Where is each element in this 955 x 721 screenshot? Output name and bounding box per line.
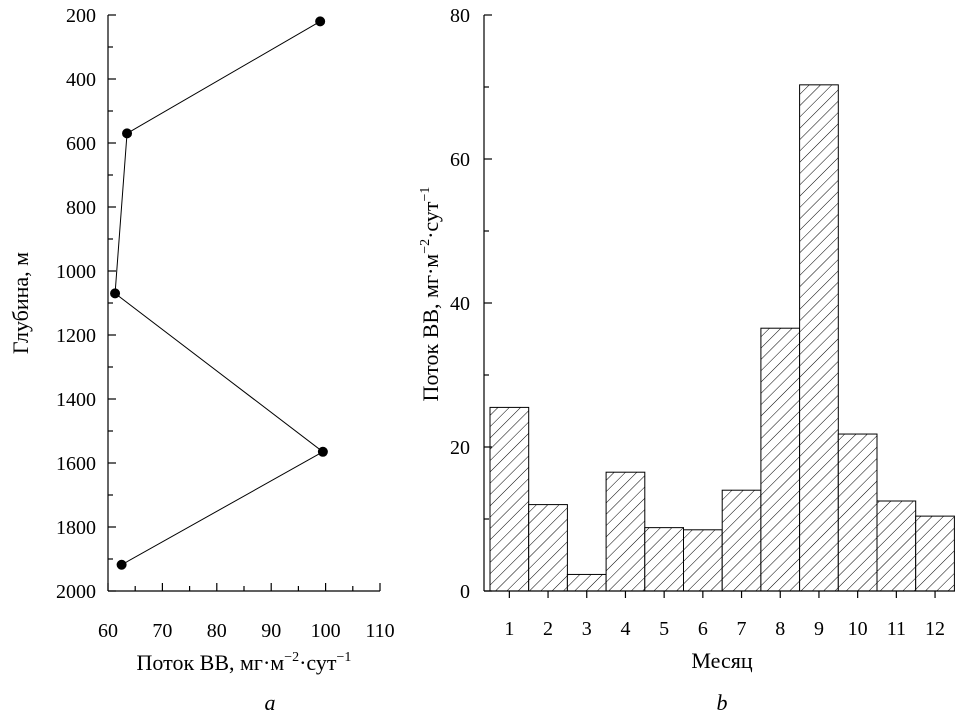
panel-b-x-tick-label: 10 bbox=[848, 618, 868, 640]
panel-a-series bbox=[110, 16, 328, 570]
panel-a-data-point bbox=[116, 559, 127, 570]
panel-a-y-tick-label: 200 bbox=[66, 5, 96, 27]
panel-b-y-ticks: 0 20 40 60 80 bbox=[450, 5, 492, 603]
panel-a-data-point bbox=[315, 16, 326, 27]
panel-b-y-tick-label: 60 bbox=[450, 149, 470, 171]
panel-b-x-ticks: 1 2 3 4 5 6 7 8 9 10 11 12 bbox=[504, 591, 945, 640]
panel-b-x-tick-label: 4 bbox=[620, 618, 630, 640]
panel-a-y-tick-label: 1400 bbox=[56, 389, 96, 411]
panel-b-x-tick-label: 1 bbox=[504, 618, 514, 640]
panel-b-x-tick-label: 2 bbox=[543, 618, 553, 640]
panel-b-bar bbox=[528, 504, 568, 592]
panel-a-x-tick-label: 110 bbox=[365, 620, 394, 642]
panel-a-letter: a bbox=[265, 690, 276, 715]
panel-b-bar bbox=[915, 515, 955, 592]
panel-b-bar bbox=[876, 500, 917, 592]
panel-a-y-tick-label: 1800 bbox=[56, 517, 96, 539]
panel-a-x-tick-label: 70 bbox=[152, 620, 172, 642]
panel-a-y-axis-label: Глубина, м bbox=[8, 252, 33, 354]
panel-a-x-tick-label: 60 bbox=[98, 620, 118, 642]
panel-a-x-label-exp1: −2 bbox=[284, 650, 299, 665]
panel-a-x-tick-label: 100 bbox=[311, 620, 341, 642]
panel-a-x-ticks: 60 70 80 90 100 110 bbox=[98, 583, 395, 642]
panel-b-y-label-mid: ·сут bbox=[418, 201, 443, 239]
panel-a-y-tick-label: 400 bbox=[66, 69, 96, 91]
panel-a-x-tick-label: 90 bbox=[261, 620, 281, 642]
panel-a-x-label-mid: ·сут bbox=[299, 650, 337, 675]
panel-a-y-tick-label: 800 bbox=[66, 197, 96, 219]
panel-b-y-tick-label: 80 bbox=[450, 5, 470, 27]
panel-a-data-point bbox=[317, 446, 328, 457]
panel-a-x-tick-label: 80 bbox=[207, 620, 227, 642]
panel-a-y-ticks: 200 400 600 800 1000 1200 1400 1600 1800 2000 bbox=[56, 5, 116, 603]
panel-b-bar bbox=[566, 573, 607, 592]
panel-b-x-tick-label: 8 bbox=[775, 618, 785, 640]
panel-a-data-point bbox=[122, 128, 133, 139]
panel-b-x-axis-label: Месяц bbox=[691, 648, 752, 673]
panel-b-bar bbox=[683, 529, 723, 592]
panel-a-chart: 200 400 600 800 1000 1200 1400 1600 1800 2000 60 7… bbox=[8, 5, 395, 715]
panel-b-bar bbox=[644, 527, 684, 592]
panel-b-bars bbox=[489, 84, 955, 592]
panel-a-y-tick-label: 600 bbox=[66, 133, 96, 155]
panel-a-x-axis-label: Поток ВВ, мг·м−2·сут−1 bbox=[137, 650, 352, 675]
panel-a-data-point bbox=[110, 288, 121, 299]
panel-b-y-label-exp1: −2 bbox=[418, 239, 433, 254]
panel-b-x-tick-label: 6 bbox=[698, 618, 708, 640]
panel-b-y-axis-label: Поток ВВ, мг·м−2·сут−1 bbox=[418, 187, 443, 402]
panel-b-y-label-exp2: −1 bbox=[418, 187, 433, 202]
panel-b-x-tick-label: 11 bbox=[887, 618, 906, 640]
panel-a-series-line bbox=[114, 20, 324, 566]
panel-a-x-label-main: Поток ВВ, мг·м bbox=[137, 650, 285, 675]
panel-b-bar bbox=[799, 84, 839, 592]
panel-b-bar bbox=[605, 471, 646, 592]
panel-b-bar bbox=[489, 406, 530, 592]
panel-b-x-tick-label: 9 bbox=[814, 618, 824, 640]
panel-b-x-tick-label: 3 bbox=[582, 618, 592, 640]
panel-a-x-label-exp2: −1 bbox=[337, 650, 352, 665]
panel-b-letter: b bbox=[717, 690, 728, 715]
panel-b-bar bbox=[760, 327, 801, 592]
panel-b-bar bbox=[837, 433, 878, 592]
panel-a-y-tick-label: 1000 bbox=[56, 261, 96, 283]
panel-b-x-tick-label: 5 bbox=[659, 618, 669, 640]
panel-b-y-tick-label: 20 bbox=[450, 437, 470, 459]
panel-a-y-tick-label: 1600 bbox=[56, 453, 96, 475]
panel-a-y-tick-label: 2000 bbox=[56, 581, 96, 603]
panel-b-bar bbox=[721, 489, 762, 592]
panel-b-y-tick-label: 0 bbox=[460, 581, 470, 603]
panel-b-x-tick-label: 7 bbox=[737, 618, 747, 640]
panel-b-y-label-main: Поток ВВ, мг·м bbox=[418, 254, 443, 402]
panel-a-y-tick-label: 1200 bbox=[56, 325, 96, 347]
panel-b-y-tick-label: 40 bbox=[450, 293, 470, 315]
panel-b-x-tick-label: 12 bbox=[925, 618, 945, 640]
